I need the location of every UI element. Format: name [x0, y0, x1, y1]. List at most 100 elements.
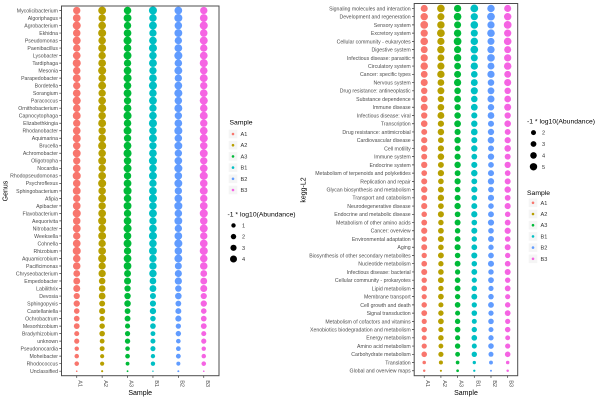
svg-text:Pseudomonas: Pseudomonas — [25, 38, 59, 44]
svg-text:Signal transduction: Signal transduction — [367, 311, 411, 317]
svg-text:Development and regeneration: Development and regeneration — [339, 15, 410, 21]
svg-text:Translation: Translation — [385, 360, 411, 366]
svg-text:Rhodococcus: Rhodococcus — [27, 362, 59, 368]
svg-text:Cancer: specific types: Cancer: specific types — [360, 72, 411, 78]
svg-text:Sample: Sample — [454, 390, 478, 397]
svg-text:Pacificimonas: Pacificimonas — [26, 264, 58, 270]
svg-text:A2: A2 — [441, 380, 447, 387]
svg-text:Transport and catabolism: Transport and catabolism — [352, 196, 410, 202]
svg-text:Paenibacillus: Paenibacillus — [27, 46, 58, 52]
svg-text:Excretory system: Excretory system — [371, 31, 411, 37]
svg-text:Signaling molecules and intera: Signaling molecules and interaction — [329, 6, 411, 12]
svg-text:Sample: Sample — [527, 190, 550, 197]
svg-text:Bradyrhizobium: Bradyrhizobium — [22, 332, 58, 338]
svg-text:Infectious disease: parasitic: Infectious disease: parasitic — [347, 56, 411, 62]
svg-text:Aequorivita: Aequorivita — [32, 219, 58, 225]
svg-text:A1: A1 — [541, 201, 548, 207]
svg-text:Xenobiotics biodegradation and: Xenobiotics biodegradation and metabolis… — [310, 327, 411, 333]
svg-text:A3: A3 — [541, 223, 548, 229]
svg-text:Ekhidna: Ekhidna — [39, 31, 58, 37]
svg-text:Genus: Genus — [3, 180, 10, 201]
svg-text:Environmental adaptation: Environmental adaptation — [352, 237, 411, 243]
svg-text:Replication and repair: Replication and repair — [360, 179, 411, 185]
svg-text:Aquamicrobium: Aquamicrobium — [22, 256, 58, 262]
svg-text:Nocardia: Nocardia — [37, 166, 58, 172]
svg-text:Digestive system: Digestive system — [371, 48, 410, 54]
svg-text:A2: A2 — [102, 380, 108, 387]
svg-text:Castellaniella: Castellaniella — [27, 309, 58, 315]
svg-text:Achromobacter: Achromobacter — [23, 151, 58, 157]
svg-text:Cellular community - eukaryote: Cellular community - eukaryotes — [337, 39, 411, 45]
svg-text:Rhizobium: Rhizobium — [33, 249, 58, 255]
svg-text:Bordetella: Bordetella — [35, 84, 58, 90]
svg-text:Nervous system: Nervous system — [374, 80, 411, 86]
svg-text:Ornithobacterium: Ornithobacterium — [18, 106, 58, 112]
svg-text:Devosia: Devosia — [39, 294, 58, 300]
svg-text:Agrobacterium: Agrobacterium — [24, 23, 58, 29]
svg-text:Amino acid metabolism: Amino acid metabolism — [357, 344, 411, 350]
svg-text:Metabolism of terpenoids and p: Metabolism of terpenoids and polyketides — [315, 171, 411, 177]
svg-text:Mesonia: Mesonia — [38, 69, 58, 75]
svg-text:A3: A3 — [458, 380, 464, 387]
svg-text:B1: B1 — [541, 234, 548, 240]
svg-text:A3: A3 — [128, 380, 134, 387]
svg-text:Glycan biosynthesis and metabo: Glycan biosynthesis and metabolism — [326, 188, 410, 194]
svg-text:Rhodopseudomonas: Rhodopseudomonas — [10, 174, 58, 180]
svg-text:Aging: Aging — [397, 245, 410, 251]
svg-text:B1: B1 — [241, 166, 248, 172]
svg-text:Flavobacterium: Flavobacterium — [23, 211, 58, 217]
svg-text:2: 2 — [242, 235, 245, 241]
svg-text:Mesorhizobium: Mesorhizobium — [23, 324, 58, 330]
svg-text:Drug resistance: antineoplasti: Drug resistance: antineoplastic — [340, 89, 411, 95]
svg-text:Chryseobacterium: Chryseobacterium — [16, 271, 58, 277]
svg-text:A2: A2 — [541, 212, 548, 218]
svg-text:Elizabethkingia: Elizabethkingia — [23, 121, 58, 127]
svg-text:2: 2 — [542, 131, 545, 137]
svg-text:A3: A3 — [241, 154, 248, 160]
svg-text:Psychroflexus: Psychroflexus — [26, 181, 59, 187]
svg-text:-1 * log10(Abundance): -1 * log10(Abundance) — [527, 119, 595, 126]
svg-text:Lysobacter: Lysobacter — [33, 53, 58, 59]
svg-text:Sample: Sample — [128, 390, 152, 397]
svg-text:Cardiovascular disease: Cardiovascular disease — [357, 138, 411, 144]
svg-text:Substance dependence: Substance dependence — [356, 97, 411, 103]
svg-text:Pseudonocardia: Pseudonocardia — [21, 347, 59, 353]
svg-text:Immune disease: Immune disease — [373, 105, 411, 111]
svg-text:B3: B3 — [241, 188, 248, 194]
svg-text:Cohnella: Cohnella — [38, 241, 59, 247]
svg-text:Algoriphagus: Algoriphagus — [28, 16, 59, 22]
svg-text:Apibacter: Apibacter — [36, 204, 58, 210]
svg-text:Transcription: Transcription — [381, 122, 411, 128]
svg-text:Infectious disease: viral: Infectious disease: viral — [357, 113, 411, 119]
svg-text:Aquimarina: Aquimarina — [32, 136, 58, 142]
svg-text:Nitrobacter: Nitrobacter — [33, 226, 59, 232]
svg-text:Ochrobactrum: Ochrobactrum — [25, 316, 58, 322]
svg-text:-1 * log10(Abundance): -1 * log10(Abundance) — [228, 212, 296, 219]
svg-text:Carbohydrate metabolism: Carbohydrate metabolism — [351, 352, 410, 358]
svg-text:Metabolism of cofactors and vi: Metabolism of cofactors and vitamins — [325, 319, 411, 325]
svg-text:Sensory system: Sensory system — [374, 23, 411, 29]
svg-text:A1: A1 — [241, 132, 248, 138]
svg-text:Circulatory system: Circulatory system — [368, 64, 411, 70]
svg-text:B1: B1 — [474, 380, 480, 387]
svg-text:A2: A2 — [241, 143, 248, 149]
svg-text:Afipia: Afipia — [45, 196, 58, 202]
svg-text:Paracoccus: Paracoccus — [31, 99, 59, 105]
svg-text:B3: B3 — [204, 380, 210, 387]
svg-text:Energy metabolism: Energy metabolism — [366, 336, 410, 342]
svg-text:B3: B3 — [508, 380, 514, 387]
svg-text:Rhodanobacter: Rhodanobacter — [23, 129, 59, 135]
svg-text:B2: B2 — [491, 380, 497, 387]
svg-text:kegg-L2: kegg-L2 — [301, 177, 308, 202]
svg-text:Drug resistance: antimicrobial: Drug resistance: antimicrobial — [342, 130, 410, 136]
svg-text:Cellular community - prokaryot: Cellular community - prokaryotes — [335, 278, 411, 284]
svg-text:Lipid metabolism: Lipid metabolism — [372, 286, 411, 292]
svg-text:Capnocytophaga: Capnocytophaga — [19, 114, 58, 120]
svg-text:Sorangium: Sorangium — [33, 91, 58, 97]
svg-text:Cancer: overview: Cancer: overview — [371, 229, 411, 235]
svg-text:Metabolism of other amino acid: Metabolism of other amino acids — [336, 220, 411, 226]
svg-text:Empedobacter: Empedobacter — [24, 279, 58, 285]
svg-text:3: 3 — [542, 142, 545, 148]
svg-text:Mycolicibacterium: Mycolicibacterium — [17, 8, 58, 14]
svg-text:Sphingobacterium: Sphingobacterium — [16, 189, 58, 195]
